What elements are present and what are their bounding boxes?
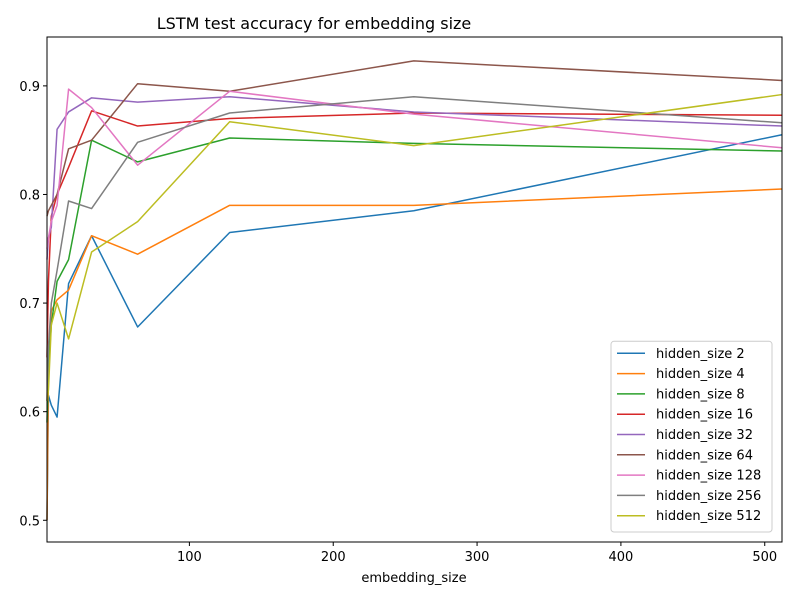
chart-title: LSTM test accuracy for embedding size bbox=[157, 14, 472, 33]
series-line-6 bbox=[46, 88, 783, 249]
legend-label-7: hidden_size 256 bbox=[656, 489, 761, 504]
series-line-0 bbox=[46, 134, 783, 521]
y-axis-ticks: 0.5 0.6 0.7 0.8 0.9 bbox=[19, 80, 47, 529]
legend-label-6: hidden_size 128 bbox=[656, 469, 761, 484]
series-line-5 bbox=[46, 60, 783, 217]
x-axis-label: embedding_size bbox=[361, 571, 466, 586]
x-tick-label-3: 400 bbox=[608, 550, 633, 565]
y-tick-label-1: 0.6 bbox=[19, 406, 40, 421]
y-tick-label-0: 0.5 bbox=[19, 514, 40, 529]
y-tick-label-3: 0.8 bbox=[19, 188, 40, 203]
series-line-8 bbox=[46, 93, 783, 401]
legend-label-5: hidden_size 64 bbox=[656, 448, 753, 463]
legend-label-1: hidden_size 4 bbox=[656, 367, 745, 382]
x-tick-label-4: 500 bbox=[752, 550, 777, 565]
legend-label-4: hidden_size 32 bbox=[656, 428, 753, 443]
x-axis-ticks: 100 200 300 400 500 bbox=[177, 542, 777, 565]
legend: hidden_size 2 hidden_size 4 hidden_size 8 h… bbox=[610, 340, 773, 533]
legend-label-2: hidden_size 8 bbox=[656, 387, 745, 402]
x-tick-label-1: 200 bbox=[321, 550, 346, 565]
series-lines bbox=[46, 60, 783, 521]
y-tick-label-2: 0.7 bbox=[19, 297, 40, 312]
legend-label-3: hidden_size 16 bbox=[656, 408, 753, 423]
legend-label-0: hidden_size 2 bbox=[656, 347, 745, 362]
plot-frame bbox=[46, 36, 783, 543]
series-line-3 bbox=[46, 110, 783, 358]
legend-label-8: hidden_size 512 bbox=[656, 509, 761, 524]
x-tick-label-0: 100 bbox=[177, 550, 202, 565]
y-tick-label-4: 0.9 bbox=[19, 80, 40, 95]
x-tick-label-2: 300 bbox=[465, 550, 490, 565]
legend-box bbox=[610, 340, 773, 533]
series-line-7 bbox=[46, 95, 783, 401]
